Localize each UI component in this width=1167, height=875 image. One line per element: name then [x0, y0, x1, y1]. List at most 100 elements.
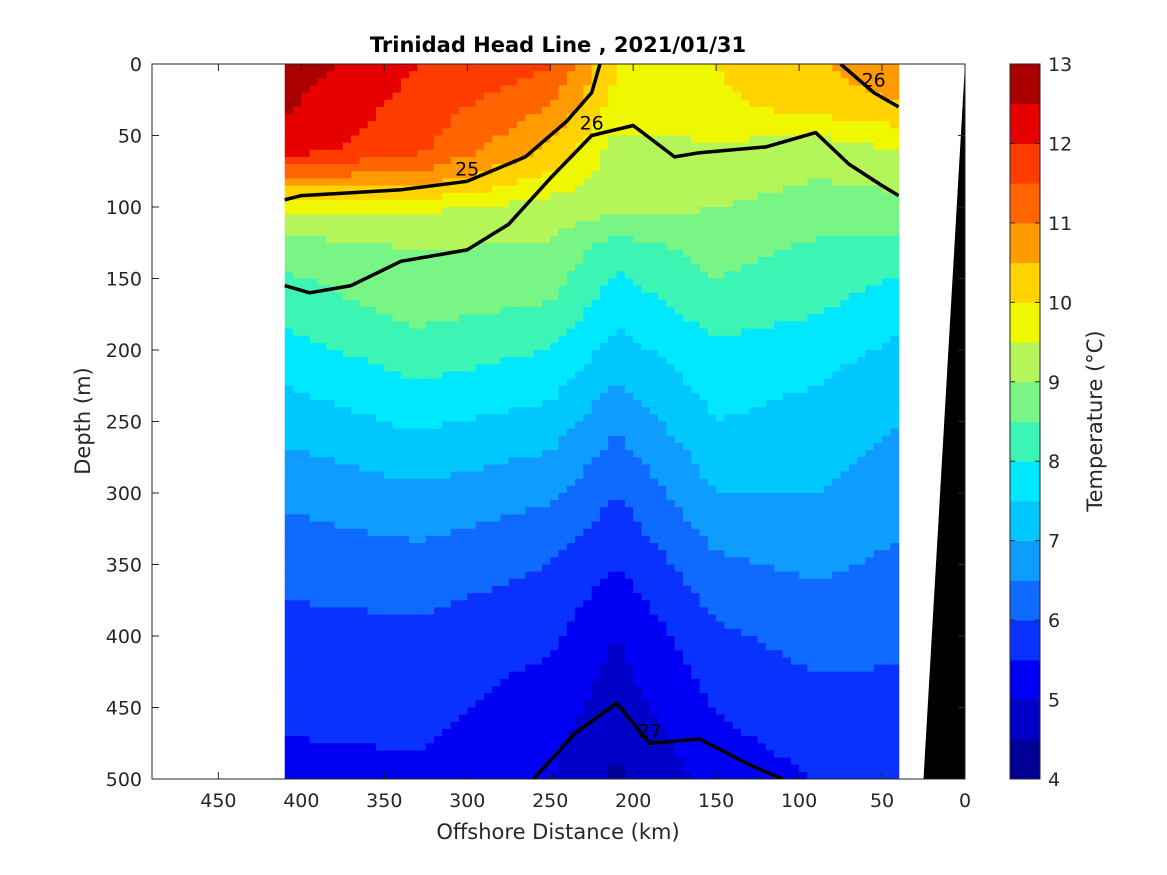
heatmap-cell [367, 121, 377, 129]
heatmap-cell [425, 207, 435, 215]
heatmap-cell [649, 571, 659, 580]
heatmap-cell [658, 214, 667, 222]
heatmap-cell [293, 743, 302, 751]
heatmap-cell [334, 600, 344, 608]
heatmap-cell [367, 571, 377, 580]
heatmap-cell [558, 99, 568, 108]
heatmap-cell [533, 128, 543, 137]
heatmap-cell [375, 192, 385, 201]
heatmap-cell [608, 607, 618, 616]
heatmap-cell [492, 285, 502, 294]
heatmap-cell [475, 514, 485, 523]
heatmap-cell [649, 550, 659, 558]
heatmap-cell [392, 757, 402, 766]
heatmap-cell [533, 121, 543, 129]
heatmap-cell [359, 378, 369, 387]
heatmap-cell [351, 85, 360, 94]
heatmap-cell [558, 371, 568, 380]
heatmap-cell [467, 657, 477, 666]
heatmap-cell [309, 121, 319, 129]
heatmap-cell [326, 643, 336, 651]
heatmap-cell [467, 385, 477, 394]
heatmap-cell [599, 371, 609, 380]
heatmap-cell [674, 400, 684, 408]
heatmap-cell [475, 464, 485, 473]
heatmap-cell [591, 707, 601, 716]
heatmap-cell [541, 493, 551, 501]
heatmap-cell [508, 85, 518, 94]
heatmap-cell [392, 307, 402, 315]
heatmap-cell [442, 535, 452, 544]
heatmap-cell [558, 378, 568, 387]
heatmap-cell [517, 350, 526, 358]
heatmap-cell [525, 128, 535, 137]
heatmap-cell [334, 299, 344, 308]
heatmap-cell [608, 614, 618, 623]
heatmap-cell [674, 621, 684, 630]
heatmap-cell [599, 571, 609, 580]
heatmap-cell [575, 671, 584, 680]
heatmap-cell [641, 292, 651, 301]
heatmap-cell [508, 278, 518, 287]
heatmap-cell [591, 557, 601, 566]
heatmap-cell [284, 514, 294, 523]
heatmap-cell [674, 457, 684, 465]
heatmap-cell [293, 671, 302, 680]
heatmap-cell [691, 493, 701, 501]
heatmap-cell [500, 299, 510, 308]
heatmap-cell [508, 757, 518, 766]
heatmap-cell [575, 114, 584, 122]
heatmap-cell [500, 99, 510, 108]
heatmap-cell [492, 156, 502, 165]
heatmap-cell [550, 121, 560, 129]
heatmap-cell [658, 607, 667, 616]
heatmap-cell [301, 328, 311, 337]
heatmap-cell [591, 207, 601, 215]
heatmap-cell [500, 178, 510, 187]
heatmap-cell [467, 771, 477, 779]
heatmap-cell [400, 507, 410, 516]
heatmap-cell [442, 278, 452, 287]
heatmap-cell [633, 207, 643, 215]
heatmap-cell [367, 621, 377, 630]
heatmap-cell [666, 485, 676, 494]
heatmap-cell [558, 564, 568, 573]
heatmap-cell [450, 207, 460, 215]
heatmap-cell [450, 364, 460, 373]
heatmap-cell [624, 514, 634, 523]
heatmap-cell [624, 457, 634, 465]
heatmap-cell [666, 564, 676, 573]
heatmap-cell [342, 457, 352, 465]
heatmap-cell [392, 149, 402, 158]
heatmap-cell [492, 221, 502, 230]
heatmap-cell [583, 707, 593, 716]
heatmap-cell [425, 428, 435, 437]
heatmap-cell [309, 357, 319, 365]
heatmap-cell [533, 378, 543, 387]
heatmap-cell [442, 328, 452, 337]
heatmap-cell [293, 121, 302, 129]
heatmap-cell [674, 278, 684, 287]
heatmap-cell [558, 278, 568, 287]
heatmap-cell [450, 264, 460, 272]
heatmap-cell [525, 728, 535, 737]
heatmap-cell [500, 457, 510, 465]
heatmap-cell [334, 106, 344, 115]
heatmap-cell [425, 221, 435, 230]
heatmap-cell [558, 249, 568, 258]
heatmap-cell [425, 507, 435, 516]
heatmap-cell [326, 478, 336, 487]
heatmap-cell [384, 628, 394, 637]
heatmap-cell [674, 271, 684, 280]
heatmap-cell [384, 707, 394, 716]
heatmap-cell [599, 192, 609, 201]
heatmap-cell [550, 500, 560, 508]
heatmap-cell [409, 128, 419, 137]
heatmap-cell [417, 121, 427, 129]
heatmap-cell [599, 221, 609, 230]
heatmap-cell [682, 707, 692, 716]
heatmap-cell [624, 85, 634, 94]
heatmap-cell [359, 678, 369, 687]
heatmap-cell [691, 600, 701, 608]
heatmap-cell [525, 578, 535, 587]
